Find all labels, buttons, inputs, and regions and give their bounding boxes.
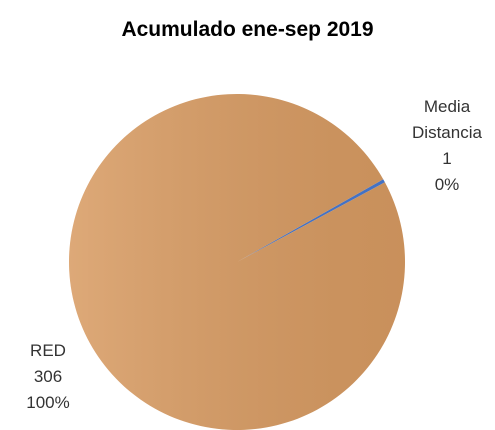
category-label: Media Distancia xyxy=(412,97,482,142)
chart-title: Acumulado ene-sep 2019 xyxy=(121,18,374,41)
slice-shading xyxy=(68,93,405,430)
data-label: RED 306 100% xyxy=(3,338,93,416)
percent-label: 100% xyxy=(26,393,70,412)
data-label: Media Distancia 1 0% xyxy=(402,94,492,198)
percent-label: 0% xyxy=(434,175,460,194)
category-label: RED xyxy=(30,341,66,360)
value-label: 1 xyxy=(442,149,452,168)
value-label: 306 xyxy=(33,367,63,386)
pie-slice xyxy=(237,179,385,262)
